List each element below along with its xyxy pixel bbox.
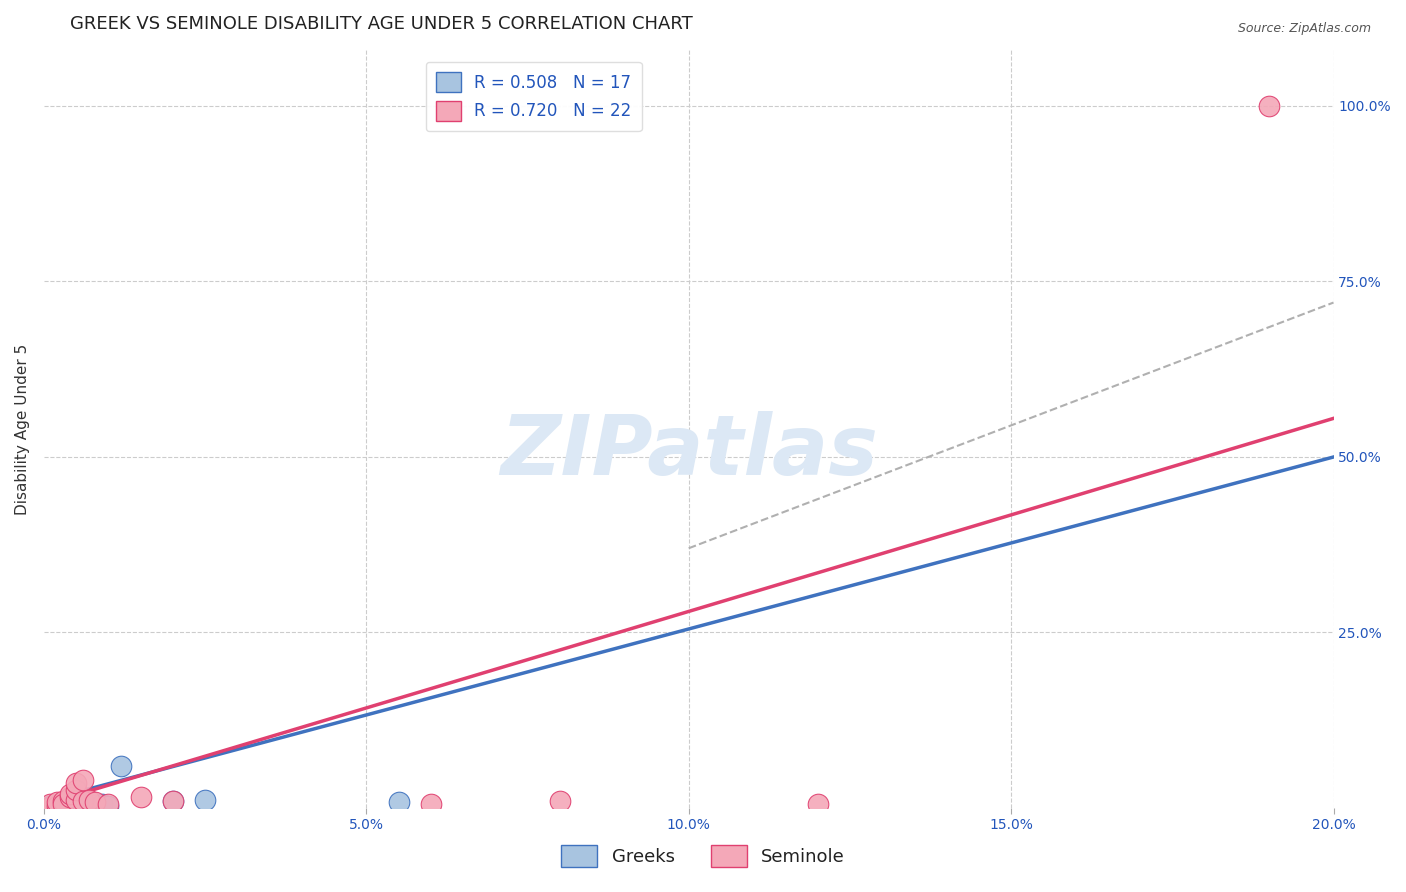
Point: [129, 790, 152, 805]
Point: [72, 772, 94, 787]
Point: [65, 783, 87, 797]
Point: [97, 798, 120, 813]
Point: [65, 799, 87, 814]
Point: [52, 794, 75, 808]
Point: [59, 790, 82, 805]
Point: [45, 799, 67, 814]
Point: [84, 798, 107, 813]
Point: [45, 798, 67, 813]
Point: [52, 797, 75, 812]
Point: [194, 792, 217, 806]
Point: [59, 798, 82, 813]
Point: [84, 796, 107, 810]
Point: [162, 794, 184, 808]
Point: [59, 787, 82, 801]
Legend: R = 0.508   N = 17, R = 0.720   N = 22: R = 0.508 N = 17, R = 0.720 N = 22: [426, 62, 641, 131]
Text: Source: ZipAtlas.com: Source: ZipAtlas.com: [1237, 22, 1371, 36]
Y-axis label: Disability Age Under 5: Disability Age Under 5: [15, 343, 30, 515]
Point: [97, 797, 120, 812]
Point: [77, 792, 100, 806]
Point: [387, 796, 409, 810]
Point: [72, 794, 94, 808]
Point: [65, 776, 87, 790]
Point: [110, 759, 132, 773]
Point: [65, 792, 87, 806]
Point: [90, 797, 112, 812]
Point: [72, 798, 94, 813]
Point: [548, 794, 571, 808]
Text: ZIPatlas: ZIPatlas: [499, 411, 877, 492]
Legend: Greeks, Seminole: Greeks, Seminole: [554, 838, 852, 874]
Point: [77, 799, 100, 814]
Point: [52, 797, 75, 812]
Point: [39, 798, 62, 813]
Point: [45, 796, 67, 810]
Point: [52, 799, 75, 814]
Point: [1258, 99, 1281, 113]
Point: [807, 797, 830, 812]
Point: [419, 797, 441, 812]
Point: [162, 794, 184, 808]
Point: [45, 798, 67, 813]
Point: [59, 798, 82, 813]
Point: [39, 799, 62, 814]
Point: [39, 797, 62, 812]
Text: GREEK VS SEMINOLE DISABILITY AGE UNDER 5 CORRELATION CHART: GREEK VS SEMINOLE DISABILITY AGE UNDER 5…: [70, 15, 692, 33]
